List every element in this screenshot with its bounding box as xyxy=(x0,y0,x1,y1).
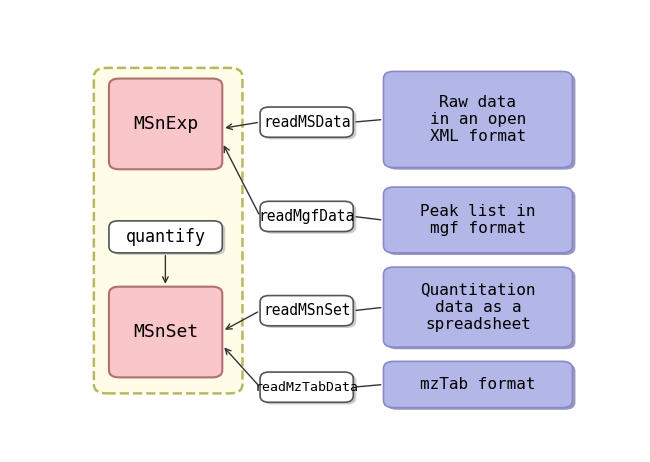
FancyBboxPatch shape xyxy=(109,286,222,377)
FancyBboxPatch shape xyxy=(384,361,573,407)
FancyBboxPatch shape xyxy=(260,201,354,231)
FancyBboxPatch shape xyxy=(384,187,573,253)
FancyBboxPatch shape xyxy=(263,203,356,234)
Text: readMgfData: readMgfData xyxy=(259,209,355,224)
FancyBboxPatch shape xyxy=(387,269,575,349)
FancyBboxPatch shape xyxy=(387,73,575,170)
Text: MSnSet: MSnSet xyxy=(133,323,198,341)
Text: readMzTabData: readMzTabData xyxy=(255,381,359,394)
Text: MSnExp: MSnExp xyxy=(133,115,198,133)
Text: Peak list in
mgf format: Peak list in mgf format xyxy=(420,204,536,236)
FancyBboxPatch shape xyxy=(260,107,354,137)
Text: mzTab format: mzTab format xyxy=(420,377,536,392)
FancyBboxPatch shape xyxy=(112,223,226,255)
Text: quantify: quantify xyxy=(125,228,205,246)
Text: Raw data
in an open
XML format: Raw data in an open XML format xyxy=(430,95,526,144)
FancyBboxPatch shape xyxy=(260,372,354,402)
FancyBboxPatch shape xyxy=(263,298,356,328)
FancyBboxPatch shape xyxy=(263,109,356,140)
FancyBboxPatch shape xyxy=(109,221,222,253)
FancyBboxPatch shape xyxy=(260,296,354,326)
FancyBboxPatch shape xyxy=(387,364,575,410)
FancyBboxPatch shape xyxy=(387,189,575,255)
FancyBboxPatch shape xyxy=(94,68,242,394)
FancyBboxPatch shape xyxy=(263,374,356,404)
FancyBboxPatch shape xyxy=(384,72,573,168)
Text: readMSnSet: readMSnSet xyxy=(263,303,350,318)
Text: readMSData: readMSData xyxy=(263,115,350,130)
Text: Quantitation
data as a
spreadsheet: Quantitation data as a spreadsheet xyxy=(420,282,536,332)
FancyBboxPatch shape xyxy=(384,267,573,347)
FancyBboxPatch shape xyxy=(109,79,222,169)
